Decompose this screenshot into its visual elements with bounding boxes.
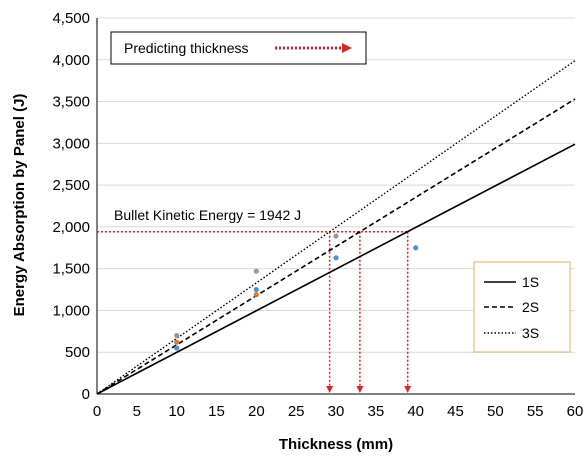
series-lines <box>96 60 576 395</box>
series-line-2s <box>96 98 576 395</box>
x-tick-label: 25 <box>288 403 305 420</box>
y-tick-label: 3,000 <box>52 135 90 152</box>
x-tick-label: 60 <box>567 403 584 420</box>
thickness-drop-arrow-3 <box>404 386 412 393</box>
y-tick-label: 2,500 <box>52 177 90 194</box>
data-point <box>174 332 180 339</box>
x-tick-label: 45 <box>447 403 464 420</box>
axes <box>96 18 575 395</box>
data-point <box>253 291 259 298</box>
tick-labels: 05001,0001,5002,0002,5003,0003,5004,0004… <box>52 10 583 420</box>
thickness-prediction-guides <box>97 230 412 393</box>
legend-label-1s: 1S <box>522 274 539 290</box>
annotation-label: Predicting thickness <box>124 40 249 56</box>
data-point <box>333 255 339 261</box>
x-tick-label: 5 <box>133 403 141 420</box>
y-tick-label: 500 <box>65 344 90 361</box>
series-line-3s <box>96 60 576 395</box>
y-tick-label: 4,500 <box>52 10 90 27</box>
legend: 1S 2S 3S <box>473 261 571 353</box>
data-point <box>253 286 259 293</box>
x-tick-label: 0 <box>93 403 101 420</box>
y-tick-label: 1,000 <box>52 302 90 319</box>
data-point <box>333 233 339 239</box>
y-tick-label: 4,000 <box>52 52 90 69</box>
x-tick-label: 15 <box>208 403 225 420</box>
data-point <box>253 268 259 274</box>
gridlines <box>97 17 575 353</box>
y-tick-label: 1,500 <box>52 261 90 278</box>
x-axis-title: Thickness (mm) <box>279 436 393 453</box>
x-tick-label: 35 <box>367 403 384 420</box>
y-tick-label: 3,500 <box>52 94 90 111</box>
x-tick-label: 40 <box>407 403 424 420</box>
data-points <box>174 233 419 351</box>
thickness-drop-arrow-2 <box>356 386 364 393</box>
x-tick-label: 20 <box>248 403 265 420</box>
y-axis-title: Energy Absorption by Panel (J) <box>11 94 28 317</box>
y-tick-label: 2,000 <box>52 219 90 236</box>
legend-label-3s: 3S <box>522 325 539 341</box>
legend-frame <box>473 261 571 353</box>
x-tick-label: 55 <box>527 403 544 420</box>
data-point <box>174 339 180 345</box>
annotation-arrow-head <box>342 43 352 53</box>
thickness-drop-arrow-1 <box>326 386 334 393</box>
y-tick-label: 0 <box>82 386 90 403</box>
legend-label-2s: 2S <box>522 299 539 315</box>
data-point <box>413 245 419 251</box>
x-tick-label: 10 <box>168 403 185 420</box>
series-line-1s <box>96 143 576 395</box>
reference-level-label: Bullet Kinetic Energy = 1942 J <box>114 207 301 223</box>
annotation-box: Predicting thickness <box>110 31 367 65</box>
x-tick-label: 50 <box>487 403 504 420</box>
data-point <box>174 345 180 351</box>
x-tick-label: 30 <box>328 403 345 420</box>
